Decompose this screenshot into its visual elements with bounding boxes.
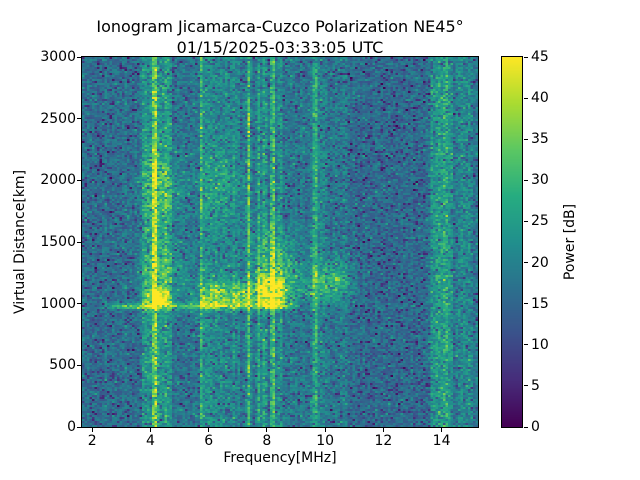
colorbar-gradient-canvas	[502, 57, 522, 427]
x-tick-label: 10	[316, 433, 335, 449]
colorbar-tick-mark	[524, 97, 528, 99]
colorbar-tick-mark	[524, 303, 528, 305]
x-tick-label: 12	[374, 433, 393, 449]
colorbar-tick-label: 25	[531, 213, 549, 230]
colorbar-tick-mark	[524, 56, 528, 58]
title-line-1: Ionogram Jicamarca-Cuzco Polarization NE…	[96, 17, 464, 36]
y-tick-label: 1500	[40, 234, 76, 250]
colorbar-tick-label: 45	[531, 49, 549, 65]
colorbar-tick-mark	[524, 262, 528, 264]
colorbar-tick-label: 40	[531, 90, 549, 107]
x-tick-label: 4	[145, 433, 155, 449]
y-tick-mark	[77, 303, 81, 305]
x-tick-mark	[149, 428, 151, 432]
y-tick-mark	[77, 426, 81, 428]
colorbar-tick-mark	[524, 385, 528, 387]
y-tick-label: 2000	[40, 172, 76, 189]
colorbar-tick-label: 30	[531, 172, 549, 189]
y-tick-mark	[77, 179, 81, 181]
colorbar-tick-label: 20	[531, 254, 549, 271]
x-tick-mark	[441, 428, 443, 432]
x-axis-label: Frequency[MHz]	[223, 450, 337, 466]
colorbar-tick-label: 10	[531, 336, 549, 353]
x-tick-label: 6	[204, 433, 214, 449]
y-tick-label: 500	[49, 357, 76, 374]
y-axis-label: Virtual Distance[km]	[12, 169, 28, 315]
x-tick-mark	[91, 428, 93, 432]
colorbar-tick-label: 0	[531, 419, 540, 435]
colorbar-tick-mark	[524, 426, 528, 428]
y-tick-mark	[77, 241, 81, 243]
x-tick-mark	[208, 428, 210, 432]
y-tick-mark	[77, 56, 81, 58]
colorbar-tick-mark	[524, 220, 528, 222]
y-tick-label: 2500	[40, 110, 76, 127]
y-tick-label: 0	[67, 419, 76, 435]
x-tick-label: 8	[262, 433, 272, 449]
colorbar-label: Power [dB]	[562, 203, 578, 281]
colorbar-tick-mark	[524, 179, 528, 181]
colorbar-tick-label: 5	[531, 377, 540, 394]
x-tick-mark	[324, 428, 326, 432]
colorbar-tick-mark	[524, 344, 528, 346]
colorbar	[501, 56, 523, 428]
x-tick-mark	[266, 428, 268, 432]
y-tick-label: 1000	[40, 295, 76, 312]
colorbar-tick-mark	[524, 138, 528, 140]
figure-title: Ionogram Jicamarca-Cuzco Polarization NE…	[82, 16, 478, 58]
plot-area	[81, 56, 479, 428]
colorbar-tick-label: 35	[531, 131, 549, 148]
y-tick-mark	[77, 364, 81, 366]
title-line-2: 01/15/2025-03:33:05 UTC	[176, 38, 384, 57]
x-tick-label: 14	[432, 433, 451, 449]
colorbar-tick-label: 15	[531, 295, 549, 312]
ionogram-heatmap-canvas	[82, 57, 478, 427]
y-tick-mark	[77, 118, 81, 120]
y-tick-label: 3000	[40, 49, 76, 65]
x-tick-mark	[382, 428, 384, 432]
x-tick-label: 2	[87, 433, 97, 449]
